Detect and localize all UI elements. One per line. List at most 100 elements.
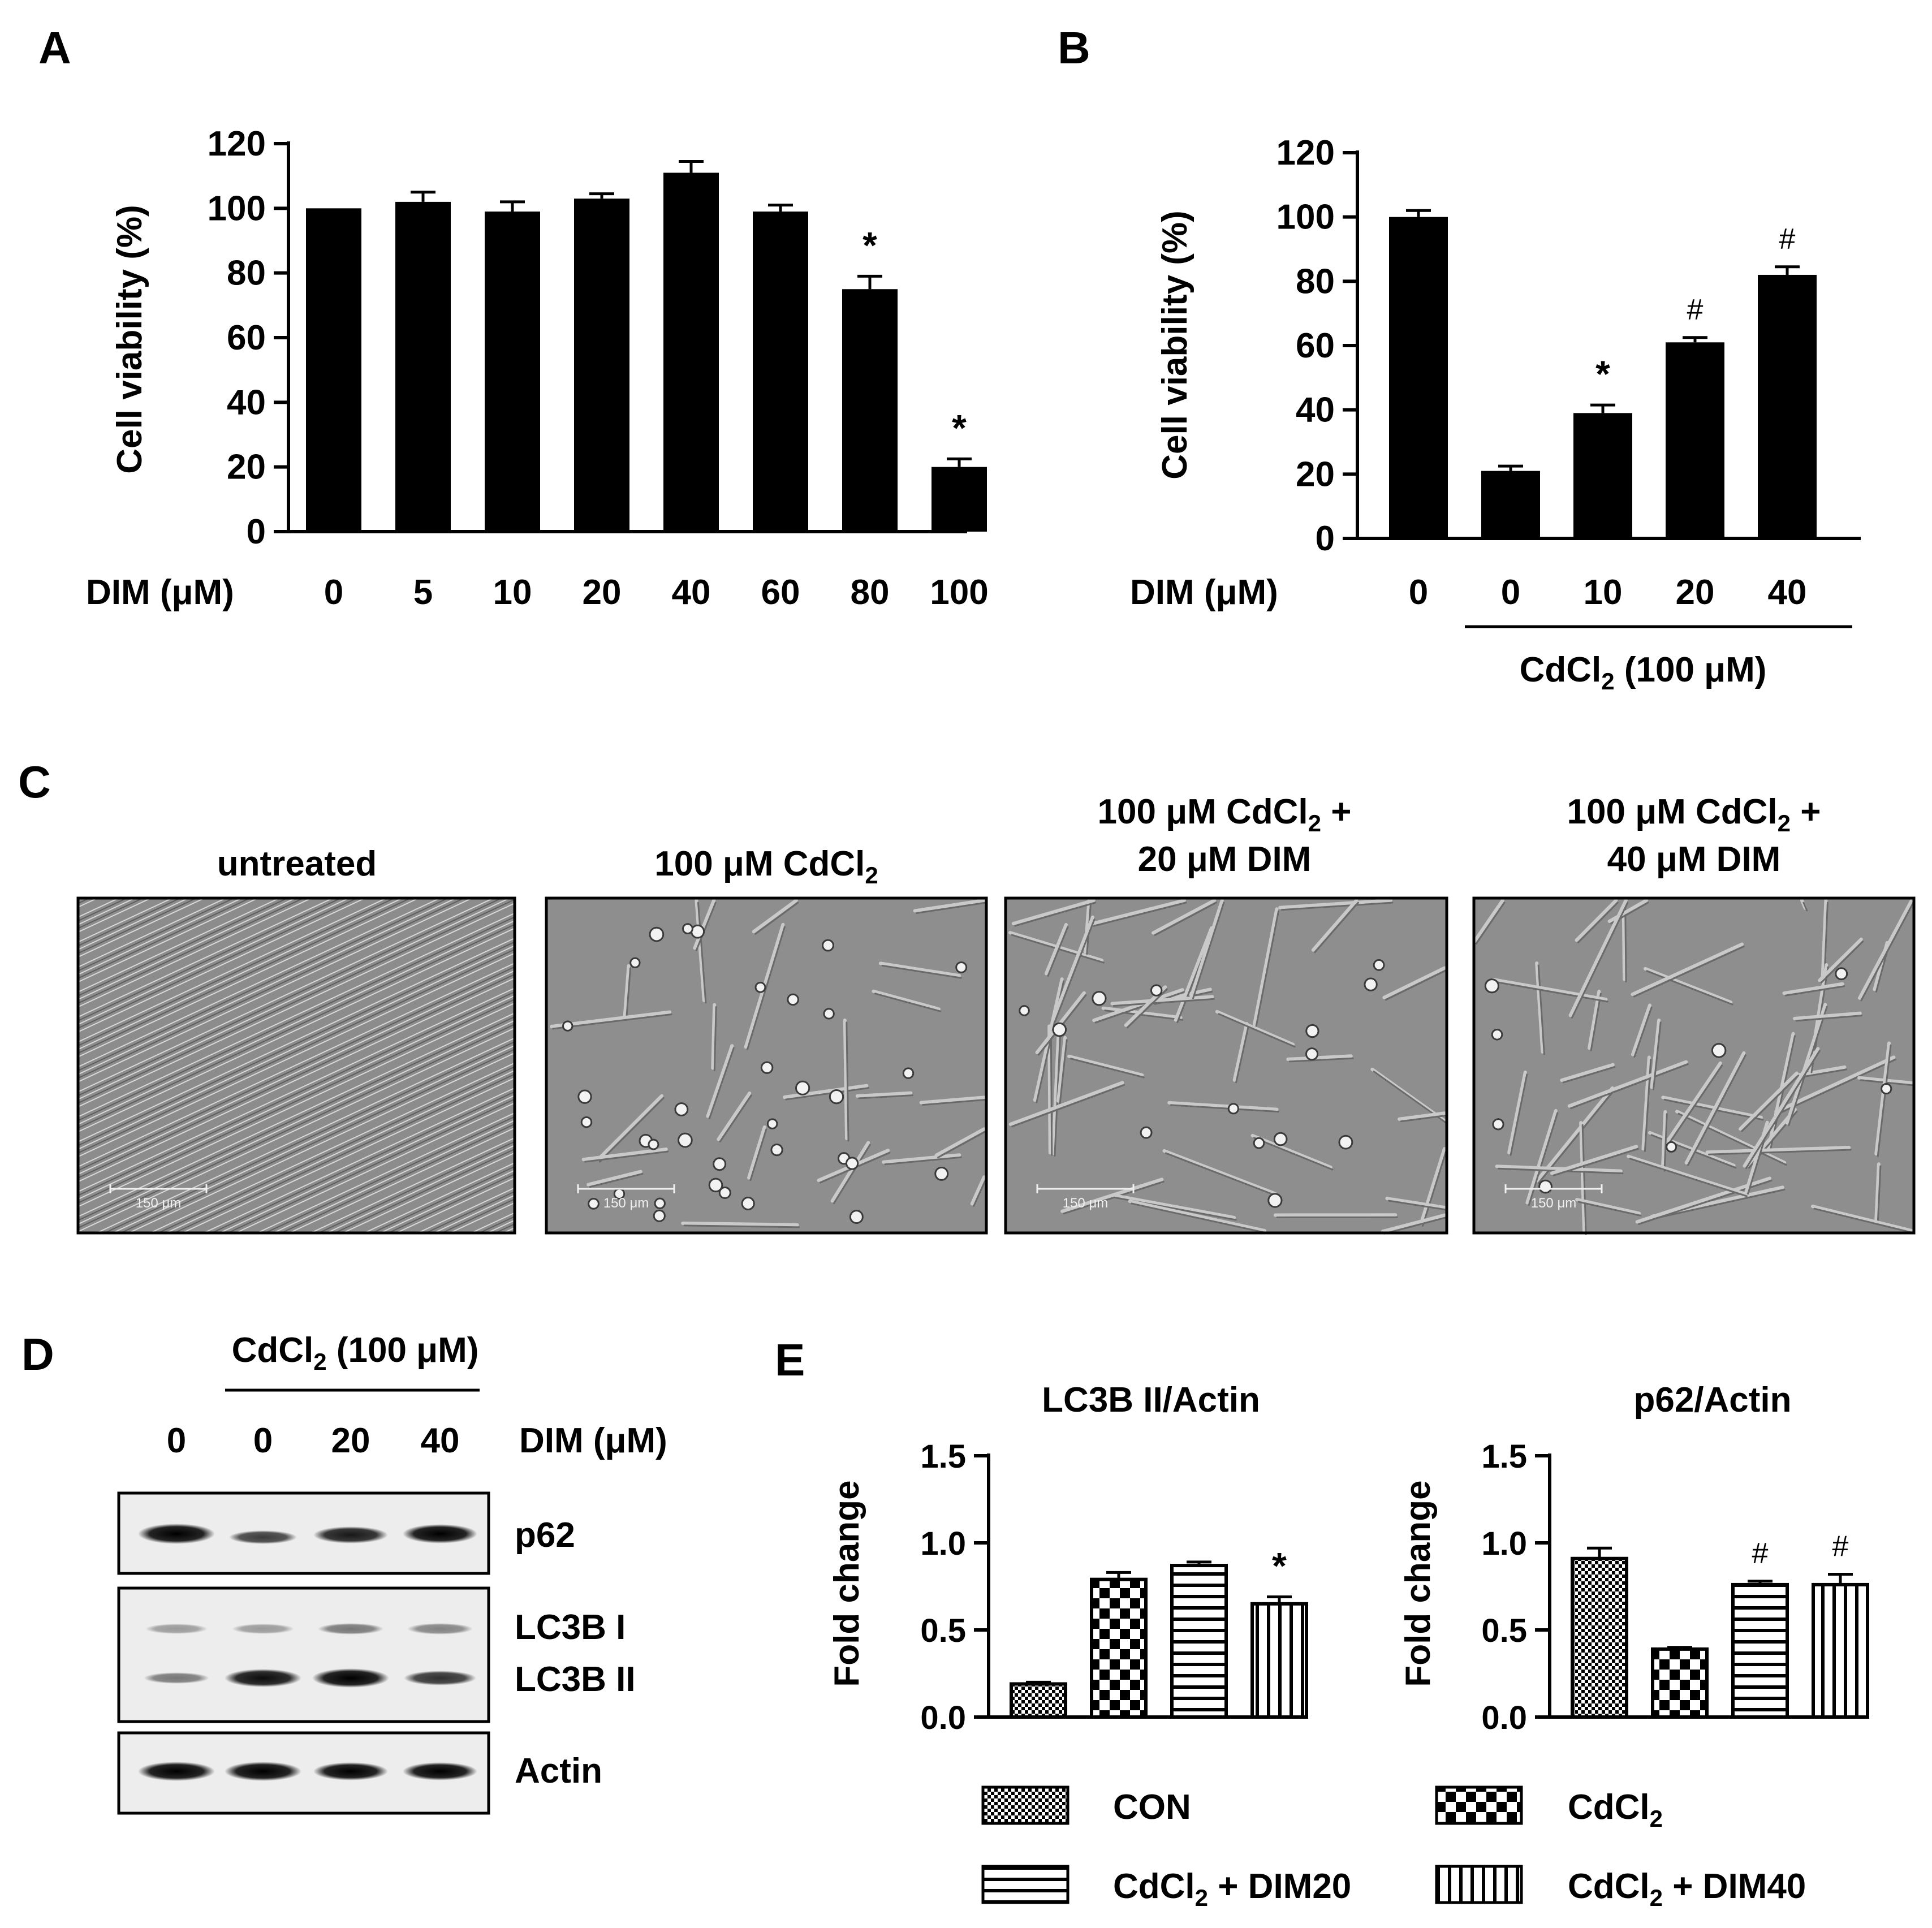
bar-E1-0: [1011, 1684, 1066, 1717]
lane-header: DIM (μM): [519, 1421, 667, 1460]
y-tick-label-A-3: 60: [227, 318, 266, 357]
rounded-cell-mg2-1: [579, 1090, 591, 1103]
y-tick-label-E1-2: 1.0: [920, 1525, 966, 1562]
rounded-cell-mg2-21: [956, 962, 967, 972]
panel-c-title-2: 100 μM CdCl2: [654, 844, 878, 888]
y-tick-label-A-4: 80: [227, 254, 266, 293]
panel-b-xrow-label: DIM (μM): [1130, 573, 1278, 612]
legend-swatch-cdcl2-dim20: [983, 1866, 1068, 1903]
lane-label-2: 0: [253, 1421, 273, 1460]
bar-E1-1: [1092, 1580, 1146, 1717]
rounded-cell-mg3-11: [1306, 1049, 1318, 1060]
micrograph-untreated: 150 μm: [78, 898, 515, 1233]
legend-item-cdcl2-dim40: CdCl2 + DIM40: [1437, 1866, 1806, 1911]
rounded-cell-mg4-4: [1712, 1044, 1725, 1057]
bar-B-0: [1389, 217, 1448, 538]
significance-mark-B-4: #: [1779, 223, 1796, 256]
significance-mark-B-3: #: [1687, 294, 1704, 326]
rounded-cell-mg2-22: [935, 1167, 948, 1180]
category-label-B-1: 0: [1501, 573, 1520, 612]
rounded-cell-mg3-12: [1269, 1194, 1282, 1207]
rounded-cell-mg4-3: [1492, 1029, 1502, 1040]
bar-E2-0: [1572, 1559, 1627, 1717]
rounded-cell-mg4-0: [1882, 1084, 1891, 1093]
significance-mark-E2-2: #: [1752, 1537, 1769, 1570]
rounded-cell-mg4-1: [1539, 1180, 1552, 1193]
scale-bar-label-2: 150 μm: [603, 1196, 649, 1211]
panel-letter-c: C: [18, 757, 51, 807]
bar-E2-3: [1813, 1585, 1868, 1717]
legend-item-cdcl2: CdCl2: [1437, 1787, 1663, 1832]
bar-A-1: [395, 202, 451, 532]
bar-E2-1: [1653, 1649, 1707, 1717]
chart-title-E2: p62/Actin: [1633, 1381, 1791, 1420]
rounded-cell-mg2-18: [796, 1081, 809, 1094]
significance-mark-A-6: *: [862, 224, 877, 266]
legend-swatch-con: [983, 1787, 1068, 1823]
band-label-lc3b-i: LC3B I: [515, 1608, 626, 1647]
band-label-actin: Actin: [515, 1752, 602, 1791]
y-tick-label-E2-0: 0.0: [1481, 1700, 1527, 1736]
bar-A-6: [842, 289, 898, 532]
category-label-A-4: 40: [672, 573, 711, 612]
y-tick-label-B-3: 60: [1296, 326, 1335, 365]
rounded-cell-mg2-29: [675, 1103, 688, 1116]
rounded-cell-mg2-25: [589, 1199, 599, 1209]
bar-A-5: [753, 212, 808, 532]
category-label-A-2: 10: [493, 573, 532, 612]
bar-B-2: [1573, 413, 1632, 538]
bar-E1-3: [1252, 1604, 1306, 1717]
rounded-cell-mg4-7: [1667, 1142, 1676, 1151]
y-tick-label-E1-3: 1.5: [920, 1438, 966, 1475]
significance-mark-E2-3: #: [1832, 1530, 1849, 1563]
y-tick-label-B-0: 0: [1316, 519, 1335, 558]
lane-label-3: 20: [331, 1421, 370, 1460]
rounded-cell-mg2-7: [846, 1158, 857, 1169]
rounded-cell-mg2-27: [823, 940, 834, 951]
bar-A-3: [574, 199, 629, 532]
rounded-cell-mg3-6: [1228, 1104, 1238, 1114]
rounded-cell-mg2-30: [742, 1197, 754, 1209]
band-label-lc3b-ii: LC3B II: [515, 1660, 636, 1699]
panel-c-titles: untreated 100 μM CdCl2 100 μM CdCl2 + 20…: [217, 792, 1821, 888]
bar-E2-2: [1733, 1585, 1787, 1717]
rounded-cell-mg2-17: [649, 1140, 658, 1149]
rounded-cell-mg4-6: [1836, 968, 1847, 980]
rounded-cell-mg2-23: [679, 1133, 692, 1147]
y-tick-label-A-2: 40: [227, 383, 266, 422]
panel-letter-d: D: [21, 1329, 54, 1379]
y-tick-label-E2-2: 1.0: [1481, 1525, 1527, 1562]
category-label-A-6: 80: [851, 573, 890, 612]
rounded-cell-mg3-5: [1365, 978, 1377, 990]
bar-B-3: [1666, 342, 1724, 538]
legend-item-con: CON: [983, 1787, 1191, 1827]
rounded-cell-mg3-13: [1374, 960, 1384, 970]
rounded-cell-mg2-16: [650, 928, 663, 941]
category-label-B-0: 0: [1409, 573, 1428, 612]
panel-c-title-3-line2: 20 μM DIM: [1138, 840, 1312, 879]
panel-d-western-blot: CdCl2 (100 μM) 0 0 20 40 DIM (μM) p62 LC…: [119, 1331, 667, 1813]
rounded-cell-mg3-3: [1141, 1127, 1152, 1138]
y-tick-label-E1-0: 0.0: [920, 1700, 966, 1736]
cell-shadow-mg4-18: [1625, 908, 1626, 982]
y-tick-label-A-6: 120: [208, 124, 266, 163]
micrograph-cdcl2: 150 μm: [546, 898, 986, 1233]
band-label-p62: p62: [515, 1516, 575, 1555]
significance-mark-B-2: *: [1595, 353, 1610, 395]
legend-label-con: CON: [1113, 1788, 1191, 1827]
panel-e-right-ylabel: Fold change: [1399, 1480, 1438, 1687]
bar-A-4: [663, 172, 719, 532]
chart-title-E1: LC3B II/Actin: [1042, 1381, 1260, 1420]
legend-item-cdcl2-dim20: CdCl2 + DIM20: [983, 1866, 1351, 1911]
rounded-cell-mg2-28: [761, 1062, 772, 1073]
panel-letter-e: E: [775, 1335, 805, 1385]
bar-B-1: [1481, 471, 1540, 538]
y-tick-label-B-2: 40: [1296, 391, 1335, 430]
category-label-A-1: 5: [413, 573, 433, 612]
legend-label-cdcl2-dim20: CdCl2 + DIM20: [1113, 1867, 1351, 1911]
bar-A-0: [306, 208, 361, 532]
